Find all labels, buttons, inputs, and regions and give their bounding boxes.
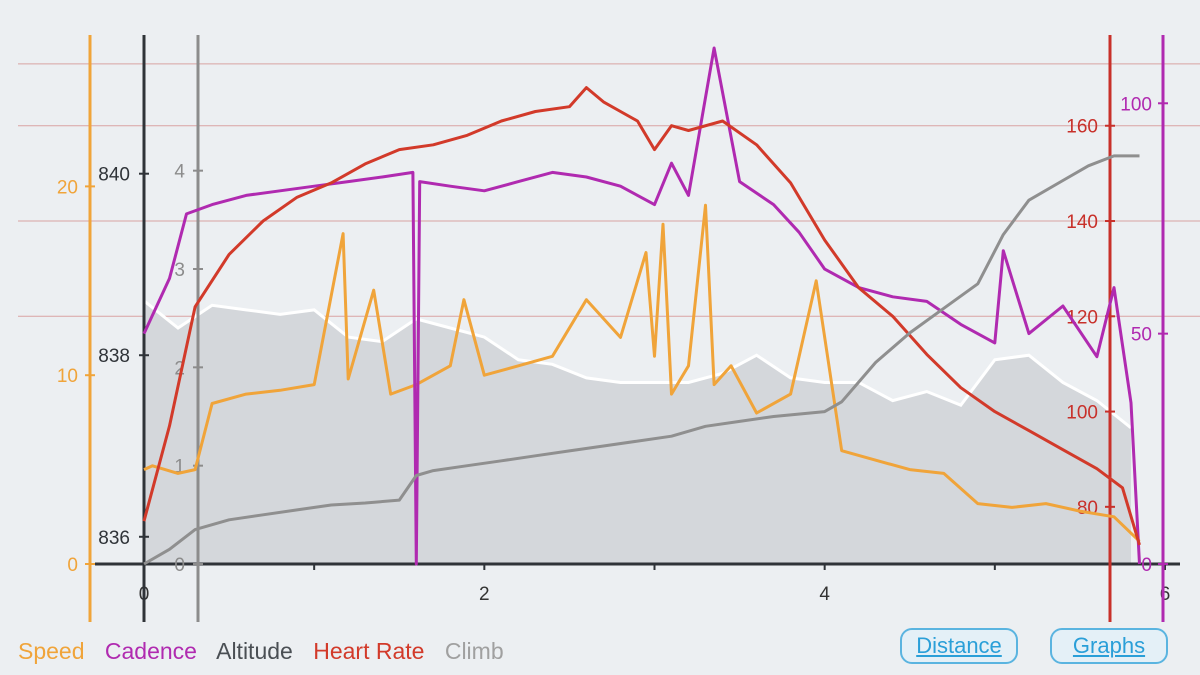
heart_rate-tick-label: 100 [1066,403,1098,424]
legend-speed: Speed [18,638,85,664]
cadence-tick-label: 50 [1131,325,1152,346]
climb-tick-label: 1 [174,457,185,478]
cadence-tick-label: 100 [1120,94,1152,115]
legend-heart-rate: Heart Rate [313,638,425,664]
legend-cadence: Cadence [104,638,197,664]
altitude-line [143,299,1132,430]
speed-series [143,203,1141,543]
heart_rate-tick-label: 80 [1077,498,1098,519]
altitude-tick-label: 838 [98,346,130,367]
graphs-button[interactable]: Graphs [1050,628,1168,664]
x-tick-label: 4 [819,584,830,605]
climb-tick-label: 2 [174,358,185,379]
distance-button[interactable]: Distance [900,628,1018,664]
x-tick-label: 6 [1160,584,1171,605]
climb-tick-label: 3 [174,260,185,281]
heart_rate-tick-label: 140 [1066,212,1098,233]
speed-tick-label: 10 [57,366,78,387]
altitude-tick-label: 836 [98,528,130,549]
climb-tick-label: 0 [174,555,185,576]
legend-climb: Climb [444,638,504,664]
altitude-tick-label: 840 [98,165,130,186]
cadence-series [142,46,1141,566]
climb-tick-label: 4 [174,162,185,183]
legend: Speed Cadence Altitude Heart Rate Climb [18,638,518,665]
heart_rate-tick-label: 160 [1066,117,1098,138]
cadence-tick-label: 0 [1141,555,1152,576]
climb-series [143,154,1140,566]
heart-rate-series [142,86,1141,546]
speed-tick-label: 0 [67,555,78,576]
speed-tick-label: 20 [57,177,78,198]
x-tick-label: 2 [479,584,490,605]
legend-altitude: Altitude [216,638,293,664]
altitude-area [144,300,1131,564]
